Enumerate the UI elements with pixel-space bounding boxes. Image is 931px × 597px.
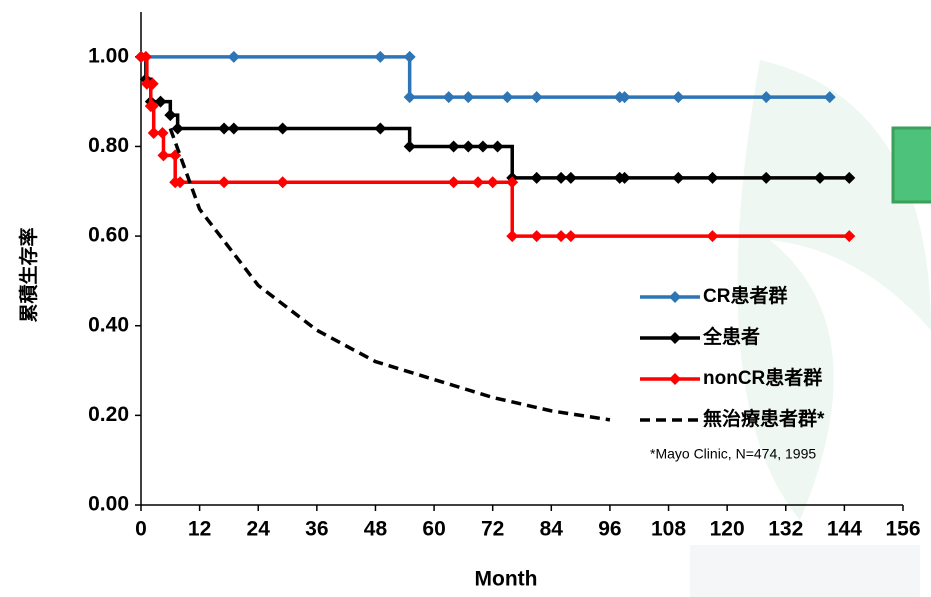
x-tick-label: 156: [885, 518, 920, 541]
legend-label: nonCR患者群: [703, 366, 822, 389]
data-point: [462, 140, 475, 153]
data-point: [403, 50, 416, 63]
data-point: [618, 91, 631, 104]
data-point: [564, 230, 577, 243]
data-point: [447, 140, 460, 153]
data-point: [672, 91, 685, 104]
x-tick-label: 0: [135, 518, 147, 541]
y-tick-label: 0.40: [88, 313, 129, 336]
data-point: [760, 171, 773, 184]
x-tick-label: 132: [768, 518, 803, 541]
data-point: [843, 171, 856, 184]
annotation: *Mayo Clinic, N=474, 1995: [650, 446, 816, 462]
data-point: [139, 50, 152, 63]
data-point: [157, 149, 170, 162]
data-point: [813, 171, 826, 184]
data-point: [530, 91, 543, 104]
data-point: [218, 122, 231, 135]
data-point: [476, 140, 489, 153]
legend-marker: [669, 291, 681, 303]
data-point: [156, 127, 169, 140]
decor-box: [891, 126, 931, 204]
x-tick-label: 144: [827, 518, 862, 541]
data-point: [530, 230, 543, 243]
x-axis-label: Month: [475, 568, 538, 591]
data-point: [447, 176, 460, 189]
data-point: [530, 171, 543, 184]
data-point: [164, 109, 177, 122]
legend-marker: [669, 373, 681, 385]
legend-label: 無治療患者群*: [703, 407, 825, 430]
x-tick-label: 108: [651, 518, 686, 541]
data-point: [146, 100, 159, 113]
data-point: [147, 127, 160, 140]
legend-label: CR患者群: [703, 284, 787, 307]
data-point: [506, 230, 519, 243]
data-point: [227, 50, 240, 63]
data-point: [564, 171, 577, 184]
data-point: [462, 91, 475, 104]
data-point: [491, 140, 504, 153]
series-line: [141, 55, 830, 99]
series-line: [141, 55, 850, 180]
x-tick-label: 120: [710, 518, 745, 541]
data-point: [276, 122, 289, 135]
data-point: [154, 95, 167, 108]
series-line: [168, 127, 611, 422]
data-point: [171, 122, 184, 135]
data-point: [276, 176, 289, 189]
data-point: [403, 91, 416, 104]
y-tick-label: 0.20: [88, 403, 129, 426]
x-tick-label: 48: [364, 518, 388, 541]
data-point: [374, 50, 387, 63]
y-tick-label: 0.00: [88, 493, 129, 516]
legend-label: 全患者: [702, 325, 760, 348]
x-tick-label: 72: [481, 518, 504, 541]
data-point: [706, 230, 719, 243]
data-point: [672, 171, 685, 184]
y-axis-label: 累積生存率: [17, 227, 40, 322]
x-tick-label: 96: [598, 518, 621, 541]
data-point: [843, 230, 856, 243]
data-point: [227, 122, 240, 135]
data-point: [555, 230, 568, 243]
data-point: [472, 176, 485, 189]
legend-marker: [669, 332, 681, 344]
data-point: [501, 91, 514, 104]
watermark: [690, 60, 931, 597]
data-point: [442, 91, 455, 104]
x-tick-label: 36: [305, 518, 328, 541]
watermark-leaf: [737, 60, 931, 520]
data-point: [823, 91, 836, 104]
y-tick-label: 0.60: [88, 224, 129, 247]
x-tick-label: 60: [422, 518, 445, 541]
data-point: [374, 122, 387, 135]
data-point: [555, 171, 568, 184]
watermark-glyph: [690, 545, 920, 597]
data-point: [506, 176, 519, 189]
x-tick-label: 12: [188, 518, 211, 541]
x-tick-label: 24: [247, 518, 271, 541]
y-tick-label: 1.00: [88, 44, 129, 67]
x-tick-label: 84: [540, 518, 564, 541]
data-point: [218, 176, 231, 189]
data-point: [618, 171, 631, 184]
data-point: [146, 77, 159, 90]
y-tick-label: 0.80: [88, 134, 129, 157]
data-point: [706, 171, 719, 184]
data-point: [486, 176, 499, 189]
data-point: [403, 140, 416, 153]
data-point: [174, 176, 187, 189]
data-point: [760, 91, 773, 104]
